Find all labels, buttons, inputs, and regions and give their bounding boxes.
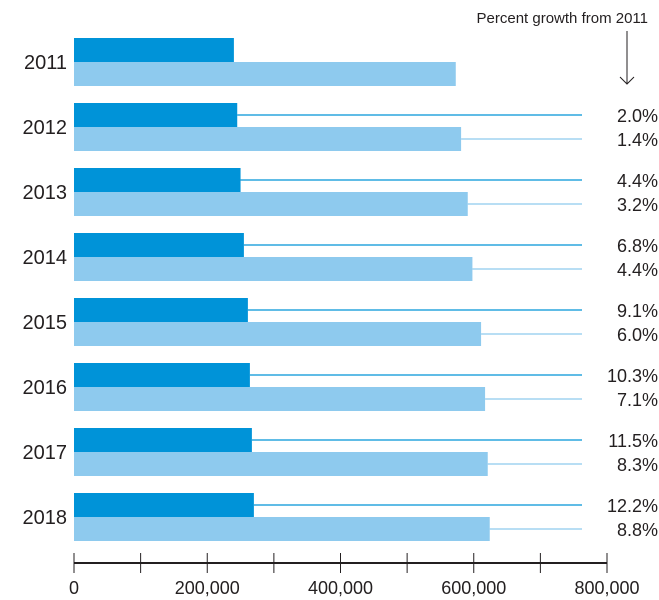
growth-label-2012-series-1: 2.0% bbox=[617, 106, 658, 126]
annotation-text: Percent growth from 2011 bbox=[477, 10, 648, 27]
category-label-2016: 2016 bbox=[23, 377, 68, 399]
growth-label-2013-series-2: 3.2% bbox=[617, 195, 658, 215]
guide-lines bbox=[237, 114, 582, 530]
bar-2017-series-2 bbox=[74, 452, 488, 476]
bar-2016-series-1 bbox=[74, 363, 250, 387]
growth-labels: 2.0% 1.4% 4.4% 3.2% 6.8% 4.4% 9.1% 6.0% 10.3% 7.1… bbox=[607, 106, 658, 540]
category-labels: 2011 2012 2013 2014 2015 2016 2017 2018 bbox=[23, 52, 68, 529]
growth-label-2015-series-1: 9.1% bbox=[617, 301, 658, 321]
x-tick-label-200000: 200,000 bbox=[175, 578, 240, 598]
bar-2014-series-2 bbox=[74, 257, 473, 281]
x-axis: 0 200,000 400,000 600,000 800,000 bbox=[69, 553, 640, 598]
bar-2015-series-2 bbox=[74, 322, 482, 346]
bar-2014-series-1 bbox=[74, 233, 244, 257]
growth-label-2013-series-1: 4.4% bbox=[617, 171, 658, 191]
bar-2011-series-2 bbox=[74, 62, 456, 86]
bar-2015-series-1 bbox=[74, 298, 248, 322]
category-label-2012: 2012 bbox=[23, 117, 68, 139]
bar-2018-series-1 bbox=[74, 493, 254, 517]
growth-label-2017-series-1: 11.5% bbox=[608, 431, 658, 451]
growth-label-2016-series-1: 10.3% bbox=[607, 366, 658, 386]
growth-label-2012-series-2: 1.4% bbox=[617, 130, 658, 150]
category-label-2014: 2014 bbox=[23, 247, 68, 269]
category-label-2017: 2017 bbox=[23, 442, 68, 464]
bar-2012-series-1 bbox=[74, 103, 238, 127]
x-tick-label-0: 0 bbox=[69, 578, 79, 598]
bars bbox=[74, 38, 490, 541]
x-tick-label-600000: 600,000 bbox=[441, 578, 506, 598]
category-label-2013: 2013 bbox=[23, 182, 68, 204]
bar-2011-series-1 bbox=[74, 38, 234, 62]
growth-label-2015-series-2: 6.0% bbox=[617, 325, 658, 345]
growth-label-2017-series-2: 8.3% bbox=[617, 455, 658, 475]
x-tick-label-800000: 800,000 bbox=[574, 578, 639, 598]
growth-label-2018-series-2: 8.8% bbox=[617, 520, 658, 540]
bar-2012-series-2 bbox=[74, 127, 462, 151]
growth-label-2014-series-1: 6.8% bbox=[617, 236, 658, 256]
growth-label-2018-series-1: 12.2% bbox=[607, 496, 658, 516]
category-label-2015: 2015 bbox=[23, 312, 68, 334]
growth-label-2016-series-2: 7.1% bbox=[617, 390, 658, 410]
bar-2018-series-2 bbox=[74, 517, 490, 541]
bar-2017-series-1 bbox=[74, 428, 252, 452]
bar-2013-series-2 bbox=[74, 192, 468, 216]
x-tick-label-400000: 400,000 bbox=[308, 578, 373, 598]
category-label-2011: 2011 bbox=[24, 52, 67, 74]
growth-label-2014-series-2: 4.4% bbox=[617, 260, 658, 280]
arrow-down-icon bbox=[619, 31, 635, 85]
bar-2013-series-1 bbox=[74, 168, 241, 192]
category-label-2018: 2018 bbox=[23, 507, 68, 529]
bar-2016-series-2 bbox=[74, 387, 486, 411]
